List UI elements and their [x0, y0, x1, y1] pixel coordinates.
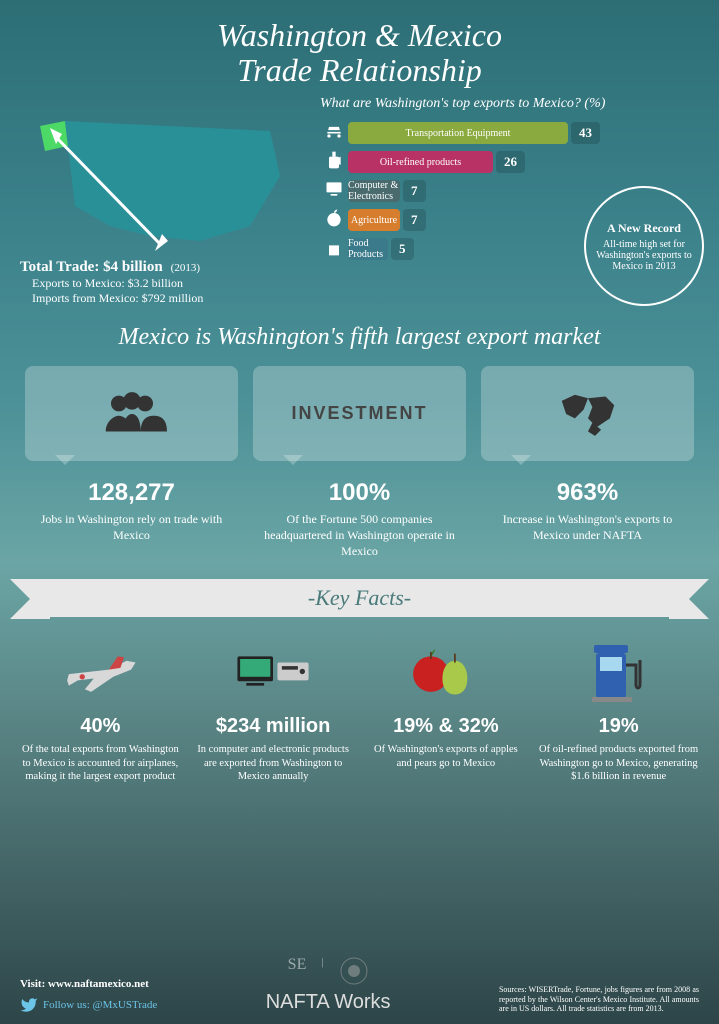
follow-link[interactable]: Follow us: @MxUSTrade: [20, 996, 157, 1014]
export-bar-1: Oil-refined products 26: [320, 151, 699, 173]
fact-3: 19% Of oil-refined products exported fro…: [538, 632, 699, 784]
page-title: Washington & MexicoTrade Relationship: [0, 0, 719, 96]
fact-icon-pump: [538, 632, 699, 707]
fact-icon-plane: [20, 632, 181, 707]
bar-icon: [320, 121, 348, 146]
fact-2: 19% & 32% Of Washington's exports of app…: [366, 632, 527, 784]
brand-name: NAFTA Works: [266, 991, 391, 1014]
stat-1: INVESTMENT 100% Of the Fortune 500 compa…: [253, 366, 466, 559]
bar-icon: [320, 179, 348, 204]
bar-icon: [320, 208, 348, 233]
trade-stats: Total Trade: $4 billion(2013) Exports to…: [20, 259, 300, 306]
record-badge: A New Record All-time high set for Washi…: [584, 186, 704, 306]
stat-icon-investment: INVESTMENT: [253, 366, 466, 461]
sources-text: Sources: WISERTrade, Fortune, jobs figur…: [499, 985, 699, 1014]
twitter-icon: [20, 996, 38, 1014]
subtitle: Mexico is Washington's fifth largest exp…: [0, 324, 719, 351]
footer: Visit: www.naftamexico.net Follow us: @M…: [0, 956, 719, 1014]
visit-link[interactable]: Visit: www.naftamexico.net: [20, 978, 157, 990]
stat-0: 128,277 Jobs in Washington rely on trade…: [25, 366, 238, 559]
bar-icon: [320, 150, 348, 175]
export-bar-0: Transportation Equipment 43: [320, 122, 699, 144]
usa-map: [20, 96, 300, 251]
facts-row: 40% Of the total exports from Washington…: [0, 632, 719, 784]
stat-icon-people: [25, 366, 238, 461]
fact-icon-fruit: [366, 632, 527, 707]
fact-1: $234 million In computer and electronic …: [193, 632, 354, 784]
partner-logos: SE |: [266, 956, 391, 986]
fact-icon-computer: [193, 632, 354, 707]
exports-question: What are Washington's top exports to Mex…: [320, 96, 699, 112]
stat-icon-namap: [481, 366, 694, 461]
bar-icon: [320, 237, 348, 262]
stats-row: 128,277 Jobs in Washington rely on trade…: [0, 366, 719, 559]
fact-0: 40% Of the total exports from Washington…: [20, 632, 181, 784]
stat-2: 963% Increase in Washington's exports to…: [481, 366, 694, 559]
exports-panel: What are Washington's top exports to Mex…: [320, 96, 699, 306]
key-facts-banner: -Key Facts-: [30, 579, 689, 617]
map-panel: Total Trade: $4 billion(2013) Exports to…: [20, 96, 300, 306]
